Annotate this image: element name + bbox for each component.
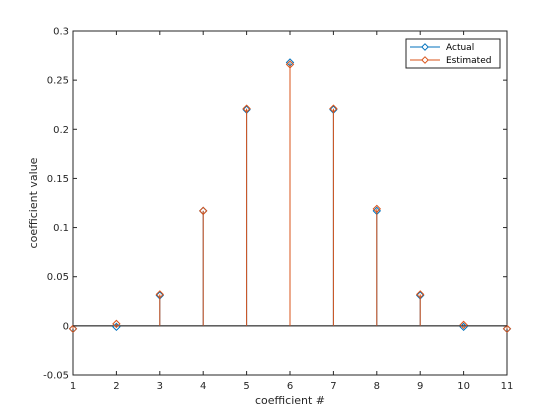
x-axis-ticks: 1 2 3 4 5 6 7 8 9 10 11 <box>70 31 514 392</box>
stem-marker <box>415 290 425 299</box>
y-axis-label: coefficient value <box>27 157 40 248</box>
x-tick-label: 6 <box>287 381 293 392</box>
y-tick-label: 0 <box>63 321 69 332</box>
y-tick-label: 0.3 <box>53 27 69 38</box>
stem-marker <box>155 290 165 299</box>
legend-swatch-marker <box>421 56 429 64</box>
x-tick-label: 2 <box>113 381 119 392</box>
x-tick-label: 9 <box>417 381 423 392</box>
y-tick-label: 0.05 <box>47 272 69 283</box>
x-tick-label: 8 <box>374 381 380 392</box>
stems <box>68 58 512 334</box>
legend-label: Actual <box>446 43 474 53</box>
x-axis-label: coefficient # <box>255 394 325 407</box>
y-axis-ticks: -0.05 0 0.05 0.1 0.15 0.2 0.25 0.3 <box>43 27 507 382</box>
legend-box <box>405 38 501 69</box>
x-tick-label: 5 <box>243 381 249 392</box>
legend-item: Estimated <box>410 56 491 66</box>
stem-marker <box>198 206 208 216</box>
y-tick-label: 0.25 <box>47 76 69 87</box>
stem-marker <box>502 324 512 334</box>
stem-marker <box>242 104 251 113</box>
x-tick-label: 10 <box>457 381 470 392</box>
stem-marker <box>459 320 468 330</box>
legend-label: Estimated <box>446 56 491 66</box>
legend: Actual Estimated <box>405 38 501 69</box>
stem-marker <box>329 104 338 113</box>
x-tick-label: 7 <box>330 381 336 392</box>
y-tick-label: 0.15 <box>47 174 69 185</box>
stem-marker <box>285 60 295 69</box>
x-tick-label: 4 <box>200 381 206 392</box>
y-tick-label: 0.2 <box>53 125 69 136</box>
stem-marker <box>68 324 78 334</box>
x-tick-label: 3 <box>157 381 163 392</box>
series-estimated <box>68 60 512 334</box>
y-tick-label: -0.05 <box>43 371 69 382</box>
stem-marker <box>372 204 382 214</box>
x-tick-label: 11 <box>501 381 514 392</box>
legend-item: Actual <box>410 43 474 53</box>
stem-marker <box>112 319 121 329</box>
legend-swatch-marker <box>421 43 429 51</box>
y-tick-label: 0.1 <box>53 223 69 234</box>
x-tick-label: 1 <box>70 381 76 392</box>
